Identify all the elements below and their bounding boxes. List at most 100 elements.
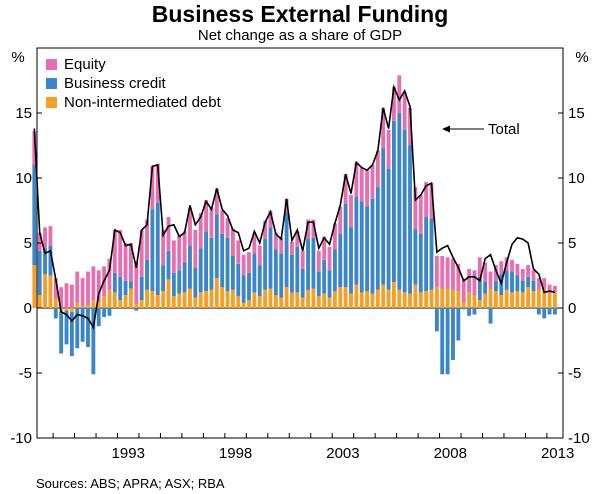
bar-non-intermediated-debt [332,291,337,308]
bar-non-intermediated-debt [306,289,310,308]
bar-non-intermediated-debt [343,287,348,308]
bar-non-intermediated-debt [483,293,488,308]
bar-business-credit [182,262,187,293]
bar-non-intermediated-debt [225,291,230,308]
bar-non-intermediated-debt [107,289,112,308]
bar-equity [526,265,531,277]
bar-business-credit [64,310,69,345]
bar-non-intermediated-debt [467,292,472,308]
bar-non-intermediated-debt [48,275,53,308]
bar-business-credit [381,148,386,285]
source-note: Sources: ABS; APRA; ASX; RBA [36,476,225,491]
bar-equity [37,232,42,251]
bar-business-credit [553,308,557,315]
bar-business-credit [86,308,90,347]
total-annotation: Total [442,121,520,138]
bar-non-intermediated-debt [37,295,42,308]
bar-equity [306,219,310,240]
bar-non-intermediated-debt [43,274,47,308]
bar-business-credit [48,245,53,276]
bar-equity [418,194,423,234]
bar-business-credit [456,308,461,341]
bar-business-credit [204,231,209,292]
bar-business-credit [91,308,96,375]
bar-equity [290,241,294,255]
bar-equity [343,174,348,204]
bar-non-intermediated-debt [171,296,176,308]
y-axis-left: -10 -5 0 5 10 15 [10,105,42,447]
bar-equity [413,187,418,229]
legend-label-credit: Business credit [64,75,167,92]
bar-business-credit [53,308,58,319]
bar-non-intermediated-debt [123,295,128,308]
bar-non-intermediated-debt [429,289,434,308]
y-axis-right: -10 -5 0 5 10 15 [558,105,590,447]
bar-business-credit [252,253,257,293]
bar-equity [182,231,187,263]
bar-equity [349,194,353,228]
bar-non-intermediated-debt [440,288,445,308]
bar-equity [295,231,300,247]
bar-equity [150,166,155,210]
bar-non-intermediated-debt [290,292,294,308]
bar-non-intermediated-debt [241,302,246,308]
bar-non-intermediated-debt [510,292,514,308]
bar-equity [220,210,225,234]
legend-swatch-equity [46,59,57,70]
bar-business-credit [69,311,74,357]
bar-business-credit [37,250,42,295]
bar-equity [257,245,262,266]
bar-business-credit [295,246,300,293]
y-tick-label: -10 [10,430,32,447]
bar-equity [354,162,359,197]
bar-business-credit [161,265,166,292]
y-tick-label: 15 [568,105,585,122]
bar-business-credit [155,202,160,295]
bar-non-intermediated-debt [284,287,289,308]
bar-non-intermediated-debt [451,289,455,308]
bar-equity [397,75,402,113]
bar-non-intermediated-debt [75,302,80,308]
bar-business-credit [472,308,477,315]
legend-label-equity: Equity [64,56,106,73]
y-tick-label: -5 [19,365,32,382]
x-tick-label: 2003 [326,445,359,462]
bar-equity [161,230,166,266]
bar-non-intermediated-debt [209,289,214,308]
bar-business-credit [290,254,294,293]
bar-business-credit [397,113,402,290]
bar-business-credit [188,245,192,289]
bar-business-credit [402,129,407,293]
legend-swatch-debt [46,97,57,108]
y-unit-left: % [11,49,24,66]
bar-business-credit [370,198,375,294]
bar-equity [118,230,123,277]
bar-non-intermediated-debt [493,291,498,308]
bar-equity [128,243,133,282]
bar-business-credit [477,276,482,301]
y-unit-right: % [575,49,588,66]
bar-business-credit [75,308,80,349]
bar-non-intermediated-debt [520,292,525,308]
bar-business-credit [531,280,536,292]
bar-non-intermediated-debt [553,292,557,308]
bar-equity [477,257,482,277]
bar-business-credit [166,250,171,280]
bar-business-credit [467,308,472,316]
bar-business-credit [279,253,284,298]
bar-non-intermediated-debt [370,293,375,308]
bar-business-credit [236,263,241,297]
bar-equity [91,266,96,301]
bar-business-credit [365,206,370,292]
bar-business-credit [273,249,278,295]
bar-business-credit [440,308,445,375]
bar-non-intermediated-debt [257,296,262,308]
bar-business-credit [247,272,251,301]
bar-equity [171,240,176,273]
bar-business-credit [134,308,139,311]
bar-non-intermediated-debt [134,304,139,308]
bar-equity [225,218,230,238]
bar-non-intermediated-debt [91,300,96,308]
bar-non-intermediated-debt [375,289,380,308]
